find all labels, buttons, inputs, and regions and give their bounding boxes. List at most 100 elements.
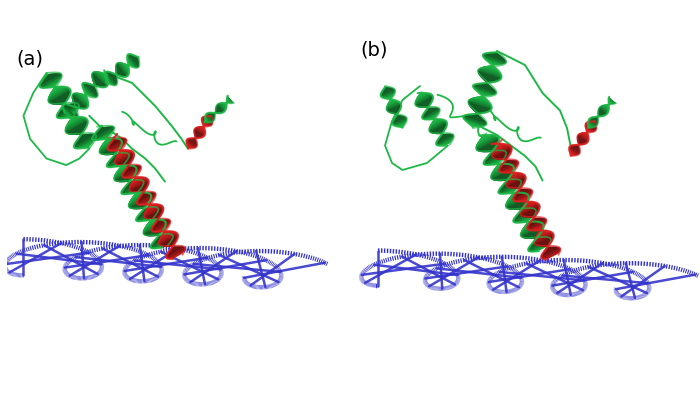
Polygon shape bbox=[216, 108, 220, 113]
Polygon shape bbox=[122, 165, 140, 175]
Polygon shape bbox=[433, 119, 437, 122]
Polygon shape bbox=[490, 64, 494, 67]
Polygon shape bbox=[465, 115, 486, 122]
Polygon shape bbox=[484, 151, 504, 162]
Polygon shape bbox=[606, 105, 609, 107]
Polygon shape bbox=[194, 133, 201, 138]
Polygon shape bbox=[49, 87, 65, 96]
Polygon shape bbox=[74, 135, 96, 148]
Polygon shape bbox=[423, 108, 436, 115]
Polygon shape bbox=[429, 121, 447, 131]
Polygon shape bbox=[575, 145, 580, 148]
Polygon shape bbox=[187, 139, 197, 146]
Polygon shape bbox=[123, 183, 144, 194]
Polygon shape bbox=[534, 233, 554, 245]
Polygon shape bbox=[585, 125, 595, 131]
Polygon shape bbox=[130, 177, 143, 185]
Polygon shape bbox=[514, 192, 533, 202]
Polygon shape bbox=[72, 94, 88, 108]
Polygon shape bbox=[510, 191, 517, 196]
Polygon shape bbox=[120, 63, 129, 74]
Polygon shape bbox=[438, 137, 454, 146]
Polygon shape bbox=[526, 230, 542, 239]
Polygon shape bbox=[440, 139, 452, 146]
Polygon shape bbox=[209, 116, 211, 118]
Polygon shape bbox=[598, 110, 605, 116]
Polygon shape bbox=[395, 122, 406, 126]
Polygon shape bbox=[391, 109, 400, 114]
Polygon shape bbox=[569, 149, 577, 155]
Polygon shape bbox=[125, 185, 143, 194]
Polygon shape bbox=[429, 120, 445, 129]
Polygon shape bbox=[522, 221, 538, 230]
Polygon shape bbox=[66, 105, 78, 114]
Polygon shape bbox=[206, 114, 213, 122]
Polygon shape bbox=[228, 96, 233, 103]
Polygon shape bbox=[218, 103, 225, 111]
Polygon shape bbox=[534, 232, 554, 244]
Polygon shape bbox=[578, 135, 588, 143]
Polygon shape bbox=[398, 124, 405, 127]
Polygon shape bbox=[470, 124, 477, 127]
Polygon shape bbox=[468, 103, 491, 112]
Polygon shape bbox=[105, 73, 115, 85]
Polygon shape bbox=[186, 141, 195, 148]
Polygon shape bbox=[432, 125, 447, 134]
Polygon shape bbox=[74, 93, 88, 106]
Polygon shape bbox=[155, 233, 162, 239]
Polygon shape bbox=[400, 125, 404, 127]
Polygon shape bbox=[502, 177, 510, 183]
Polygon shape bbox=[99, 133, 111, 140]
Polygon shape bbox=[536, 230, 547, 236]
Polygon shape bbox=[470, 106, 488, 113]
Polygon shape bbox=[137, 192, 153, 201]
Polygon shape bbox=[86, 83, 97, 93]
Polygon shape bbox=[532, 235, 539, 240]
Polygon shape bbox=[73, 106, 76, 109]
Polygon shape bbox=[426, 113, 438, 120]
Polygon shape bbox=[223, 103, 227, 107]
Polygon shape bbox=[94, 71, 108, 85]
Polygon shape bbox=[508, 198, 528, 210]
Polygon shape bbox=[144, 205, 163, 217]
Polygon shape bbox=[508, 190, 516, 194]
Polygon shape bbox=[492, 168, 514, 181]
Polygon shape bbox=[506, 176, 526, 187]
Polygon shape bbox=[468, 101, 491, 110]
Polygon shape bbox=[388, 97, 392, 99]
Polygon shape bbox=[57, 104, 79, 117]
Polygon shape bbox=[216, 108, 220, 113]
Polygon shape bbox=[116, 74, 117, 75]
Polygon shape bbox=[416, 98, 433, 107]
Polygon shape bbox=[493, 148, 512, 159]
Polygon shape bbox=[130, 173, 138, 178]
Polygon shape bbox=[596, 117, 598, 119]
Polygon shape bbox=[205, 117, 210, 122]
Polygon shape bbox=[83, 83, 97, 97]
Polygon shape bbox=[72, 100, 82, 109]
Polygon shape bbox=[571, 145, 580, 152]
Polygon shape bbox=[578, 135, 587, 143]
Polygon shape bbox=[570, 151, 575, 155]
Polygon shape bbox=[591, 122, 596, 126]
Polygon shape bbox=[134, 184, 148, 193]
Polygon shape bbox=[106, 78, 110, 84]
Polygon shape bbox=[195, 128, 205, 135]
Polygon shape bbox=[509, 172, 517, 177]
Polygon shape bbox=[433, 118, 435, 120]
Polygon shape bbox=[438, 137, 454, 146]
Polygon shape bbox=[110, 142, 126, 150]
Polygon shape bbox=[500, 175, 511, 181]
Polygon shape bbox=[394, 121, 407, 126]
Polygon shape bbox=[108, 153, 125, 163]
Polygon shape bbox=[580, 133, 589, 139]
Polygon shape bbox=[113, 74, 116, 77]
Polygon shape bbox=[486, 53, 505, 59]
Polygon shape bbox=[589, 120, 596, 126]
Polygon shape bbox=[57, 99, 68, 105]
Polygon shape bbox=[74, 134, 95, 147]
Polygon shape bbox=[587, 131, 589, 132]
Polygon shape bbox=[92, 74, 106, 87]
Polygon shape bbox=[608, 101, 612, 104]
Polygon shape bbox=[527, 219, 547, 230]
